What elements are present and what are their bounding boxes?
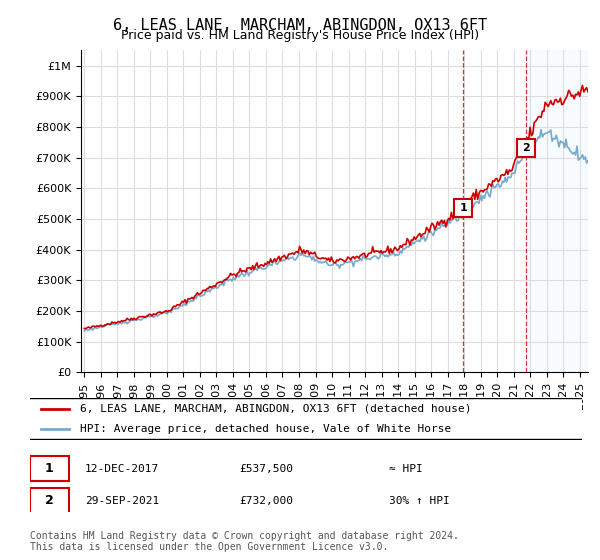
Text: 2: 2 — [45, 494, 53, 507]
Text: 12-DEC-2017: 12-DEC-2017 — [85, 464, 160, 474]
FancyBboxPatch shape — [30, 488, 68, 514]
Text: 2: 2 — [522, 143, 530, 153]
Text: 1: 1 — [45, 462, 53, 475]
Text: 1: 1 — [460, 203, 467, 213]
Text: £537,500: £537,500 — [240, 464, 294, 474]
Text: £732,000: £732,000 — [240, 496, 294, 506]
Text: 30% ↑ HPI: 30% ↑ HPI — [389, 496, 449, 506]
Text: Price paid vs. HM Land Registry's House Price Index (HPI): Price paid vs. HM Land Registry's House … — [121, 29, 479, 42]
Text: 29-SEP-2021: 29-SEP-2021 — [85, 496, 160, 506]
Text: 6, LEAS LANE, MARCHAM, ABINGDON, OX13 6FT (detached house): 6, LEAS LANE, MARCHAM, ABINGDON, OX13 6F… — [80, 404, 471, 414]
Text: HPI: Average price, detached house, Vale of White Horse: HPI: Average price, detached house, Vale… — [80, 424, 451, 434]
Text: 6, LEAS LANE, MARCHAM, ABINGDON, OX13 6FT: 6, LEAS LANE, MARCHAM, ABINGDON, OX13 6F… — [113, 18, 487, 33]
FancyBboxPatch shape — [27, 398, 584, 439]
Bar — [526, 50, 588, 372]
FancyBboxPatch shape — [30, 456, 68, 482]
Text: Contains HM Land Registry data © Crown copyright and database right 2024.
This d: Contains HM Land Registry data © Crown c… — [30, 531, 459, 553]
Text: ≈ HPI: ≈ HPI — [389, 464, 422, 474]
